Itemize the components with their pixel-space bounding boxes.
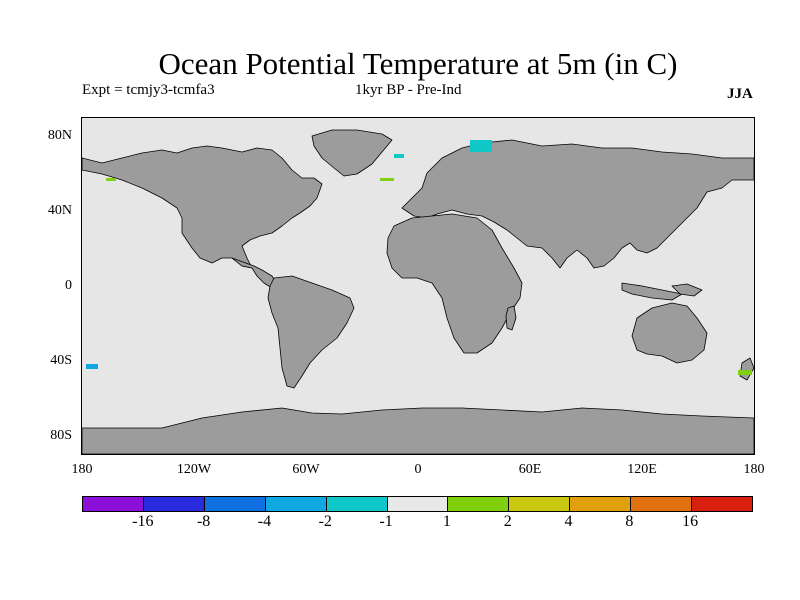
x-tick-label-60w: 60W [292, 462, 320, 477]
anomaly-patch-southwest [86, 364, 98, 369]
landmass-new-guinea [671, 283, 703, 297]
colorbar-label: 16 [682, 513, 699, 530]
landmass-new-zealand [739, 357, 754, 381]
landmass-south-america [267, 275, 355, 389]
world-map [82, 129, 754, 454]
map-panel [81, 117, 755, 455]
colorbar-label: -2 [318, 513, 332, 530]
landmass-africa [386, 213, 523, 354]
anomaly-patch-southeast [738, 370, 752, 375]
landmass-eurasia [401, 139, 754, 269]
chart-title: Ocean Potential Temperature at 5m (in C) [158, 46, 678, 81]
colorbar-segment [265, 497, 327, 511]
x-tick-label-120e: 120E [627, 462, 657, 477]
y-tick-label-80s: 80S [50, 428, 72, 443]
y-tick-label-0: 0 [65, 278, 72, 293]
colorbar-segment [83, 497, 144, 511]
y-tick-label-40s: 40S [50, 353, 72, 368]
colorbar-segment [692, 497, 752, 511]
anomaly-patch-green [380, 178, 394, 181]
colorbar-label: 4 [564, 513, 573, 530]
season-label: JJA [727, 86, 753, 102]
anomaly-patch-cyan [470, 140, 492, 152]
colorbar-label: -16 [132, 513, 154, 530]
anomaly-patch-west-green [106, 178, 116, 181]
experiment-label: Expt = tcmjy3-tcmfa3 [82, 82, 215, 98]
colorbar-label: 1 [442, 513, 451, 530]
anomaly-patch-cyan-small [394, 154, 404, 158]
y-tick-label-40n: 40N [47, 203, 72, 218]
colorbar-label: -8 [196, 513, 211, 530]
colorbar-segment [570, 497, 632, 511]
x-tick-label-0: 0 [414, 462, 422, 477]
x-tick-label-120w: 120W [176, 462, 212, 477]
colorbar-label: 2 [503, 513, 512, 530]
colorbar-segment [448, 497, 510, 511]
colorbar [82, 496, 753, 512]
colorbar-segment [143, 497, 205, 511]
colorbar-segment [509, 497, 571, 511]
colorbar-label: 8 [625, 513, 634, 530]
period-label: 1kyr BP - Pre-Ind [355, 82, 462, 98]
landmass-madagascar [505, 305, 517, 331]
x-tick-label-180w: 180 [71, 462, 93, 477]
colorbar-segment [326, 497, 388, 511]
landmass-indonesia [621, 282, 683, 301]
colorbar-segment [631, 497, 693, 511]
landmass-greenland [311, 129, 393, 177]
colorbar-segment [387, 497, 449, 511]
x-tick-label-60e: 60E [518, 462, 542, 477]
landmass-australia [631, 302, 708, 364]
colorbar-label: -1 [379, 513, 393, 530]
colorbar-segment [204, 497, 266, 511]
y-tick-label-80n: 80N [47, 128, 72, 143]
colorbar-label: -4 [257, 513, 272, 530]
landmass-antarctica [82, 407, 754, 454]
x-tick-label-180e: 180 [743, 462, 765, 477]
landmass-north-america [82, 145, 323, 269]
landmass-central-america [231, 257, 278, 289]
